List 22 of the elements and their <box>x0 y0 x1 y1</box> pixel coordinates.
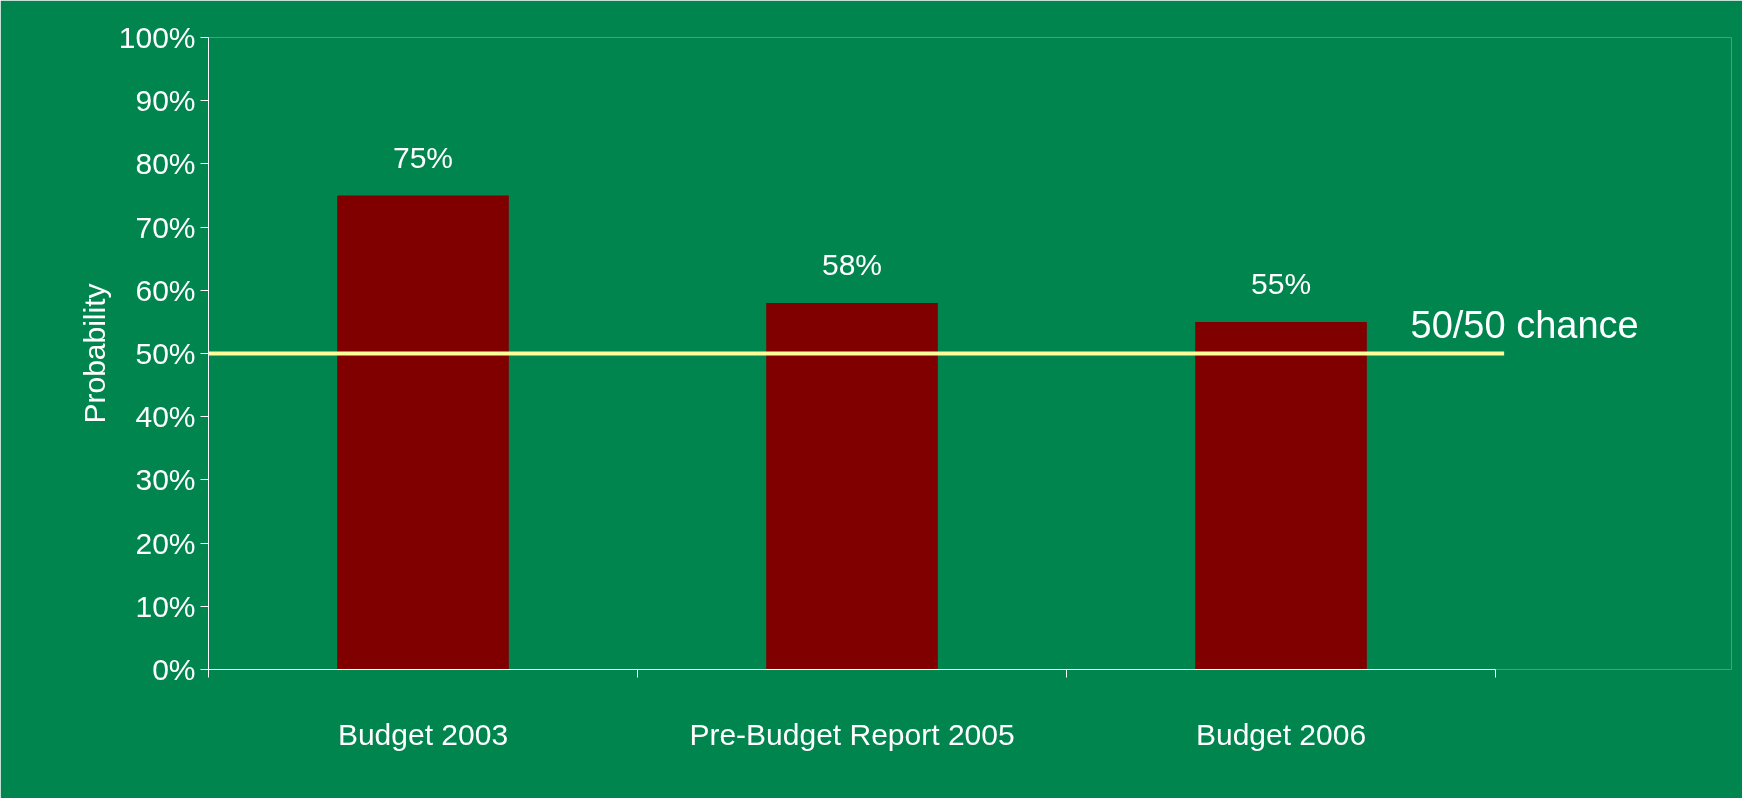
y-axis-title: Probability <box>77 283 111 424</box>
y-tick-label: 70% <box>135 210 196 244</box>
x-tick-label: Budget 2003 <box>337 717 509 751</box>
y-tick-label: 80% <box>135 147 196 181</box>
y-tick-label: 20% <box>135 526 196 560</box>
y-tick-label: 60% <box>135 273 196 307</box>
x-tick-label: Pre-Budget Report 2005 <box>689 717 1015 751</box>
data-label: 75% <box>392 140 454 174</box>
y-tick-label: 40% <box>135 400 196 434</box>
y-tick-label: 10% <box>135 589 196 623</box>
y-tick-label: 50% <box>135 337 196 370</box>
data-label: 58% <box>822 247 883 281</box>
y-tick-label: 100% <box>118 21 196 54</box>
x-tick-label: Budget 2006 <box>1195 717 1367 751</box>
data-label: 55% <box>1251 266 1312 300</box>
ref-line-label: 50/50 chance <box>1410 303 1639 346</box>
bar <box>766 302 938 670</box>
y-tick-label: 30% <box>135 463 196 497</box>
bar <box>1195 321 1367 670</box>
y-tick-label: 90% <box>135 84 196 118</box>
bar <box>337 195 509 670</box>
y-tick-label: 0% <box>152 653 196 686</box>
